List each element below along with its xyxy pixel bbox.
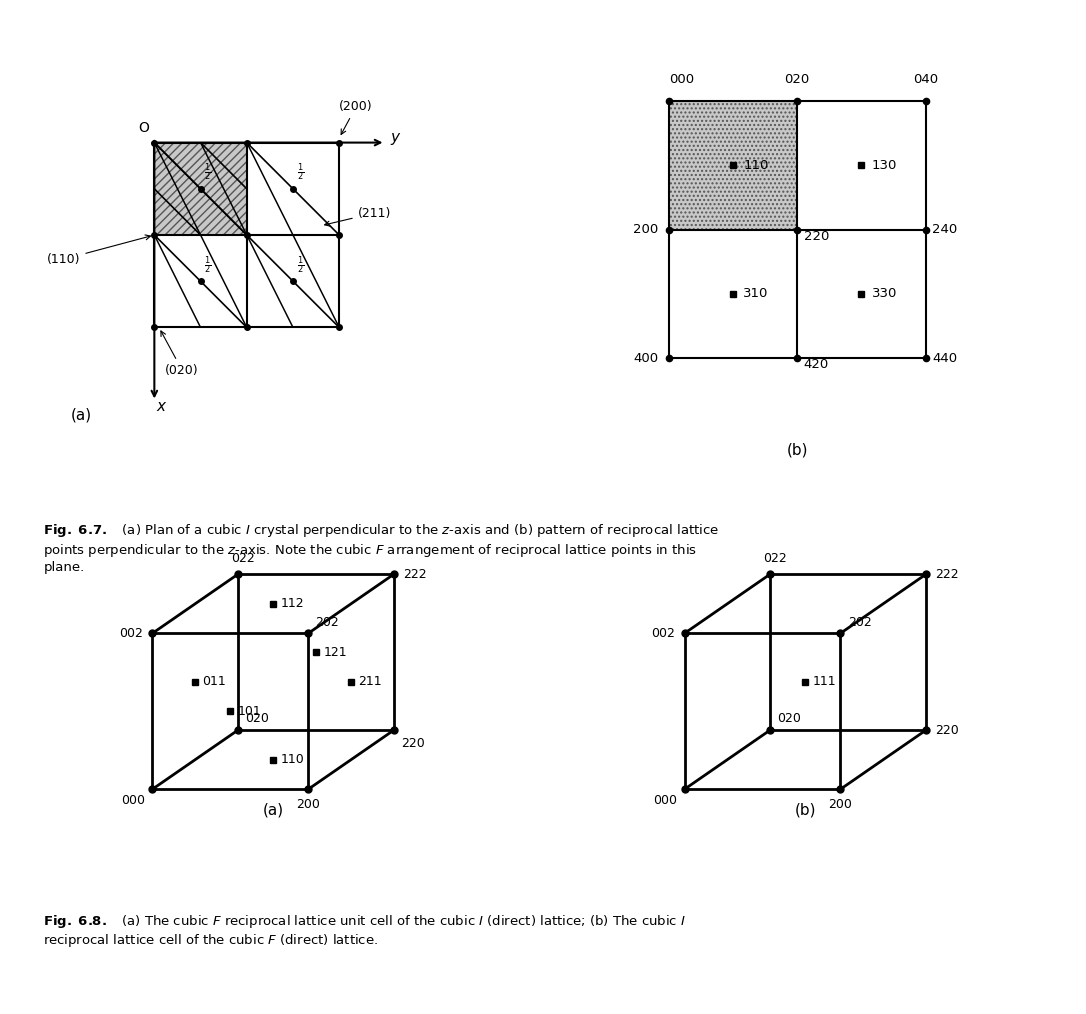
Text: 220: 220	[935, 724, 959, 736]
Text: (200): (200)	[339, 100, 372, 135]
Text: (b): (b)	[786, 442, 808, 457]
Text: 330: 330	[872, 287, 897, 300]
Text: $x$: $x$	[156, 399, 167, 414]
Text: 240: 240	[932, 223, 958, 236]
Text: (110): (110)	[47, 235, 151, 266]
Text: 111: 111	[812, 675, 836, 689]
Text: 222: 222	[403, 568, 427, 581]
Text: 000: 000	[669, 73, 694, 86]
Text: 000: 000	[653, 794, 678, 807]
Text: 211: 211	[358, 675, 382, 689]
Text: 011: 011	[203, 675, 226, 689]
Text: 400: 400	[633, 352, 658, 365]
Text: 310: 310	[743, 287, 769, 300]
Text: 220: 220	[804, 229, 829, 242]
Text: 020: 020	[784, 73, 810, 86]
Text: 121: 121	[324, 646, 348, 658]
Text: 110: 110	[280, 753, 304, 767]
Polygon shape	[154, 143, 247, 235]
Text: 022: 022	[763, 552, 786, 565]
Text: 202: 202	[848, 615, 871, 629]
Text: 202: 202	[316, 615, 339, 629]
Text: $\mathbf{Fig.\ 6.7.}$   (a) Plan of a cubic $I$ crystal perpendicular to the $z$: $\mathbf{Fig.\ 6.7.}$ (a) Plan of a cubi…	[43, 522, 720, 574]
Text: $\mathbf{Fig.\ 6.8.}$   (a) The cubic $F$ reciprocal lattice unit cell of the cu: $\mathbf{Fig.\ 6.8.}$ (a) The cubic $F$ …	[43, 913, 686, 949]
Text: (020): (020)	[161, 331, 199, 376]
Text: (b): (b)	[795, 803, 816, 818]
Text: (a): (a)	[72, 408, 92, 423]
Text: 020: 020	[245, 713, 269, 725]
Text: $y$: $y$	[390, 131, 402, 147]
Text: $\frac{1}{2}$: $\frac{1}{2}$	[296, 254, 304, 276]
Text: 130: 130	[872, 159, 897, 172]
Text: (211): (211)	[325, 207, 391, 226]
Text: 220: 220	[402, 737, 425, 750]
Text: 440: 440	[932, 352, 957, 365]
Text: 110: 110	[743, 159, 769, 172]
Polygon shape	[669, 101, 797, 229]
Text: 002: 002	[652, 627, 675, 640]
Text: $\frac{1}{2}$: $\frac{1}{2}$	[204, 254, 212, 276]
Text: 022: 022	[231, 552, 254, 565]
Text: 200: 200	[633, 223, 658, 236]
Text: 200: 200	[829, 798, 853, 811]
Text: 222: 222	[935, 568, 959, 581]
Text: 020: 020	[778, 713, 801, 725]
Text: $\frac{1}{2}$: $\frac{1}{2}$	[296, 161, 304, 184]
Text: 000: 000	[121, 794, 146, 807]
Text: 101: 101	[238, 705, 262, 718]
Text: 200: 200	[296, 798, 320, 811]
Text: 420: 420	[804, 358, 829, 371]
Text: $\frac{1}{2}$: $\frac{1}{2}$	[204, 161, 212, 184]
Text: 002: 002	[119, 627, 143, 640]
Text: 040: 040	[913, 73, 938, 86]
Text: O: O	[138, 122, 149, 135]
Text: 112: 112	[280, 597, 304, 610]
Text: (a): (a)	[263, 803, 283, 818]
